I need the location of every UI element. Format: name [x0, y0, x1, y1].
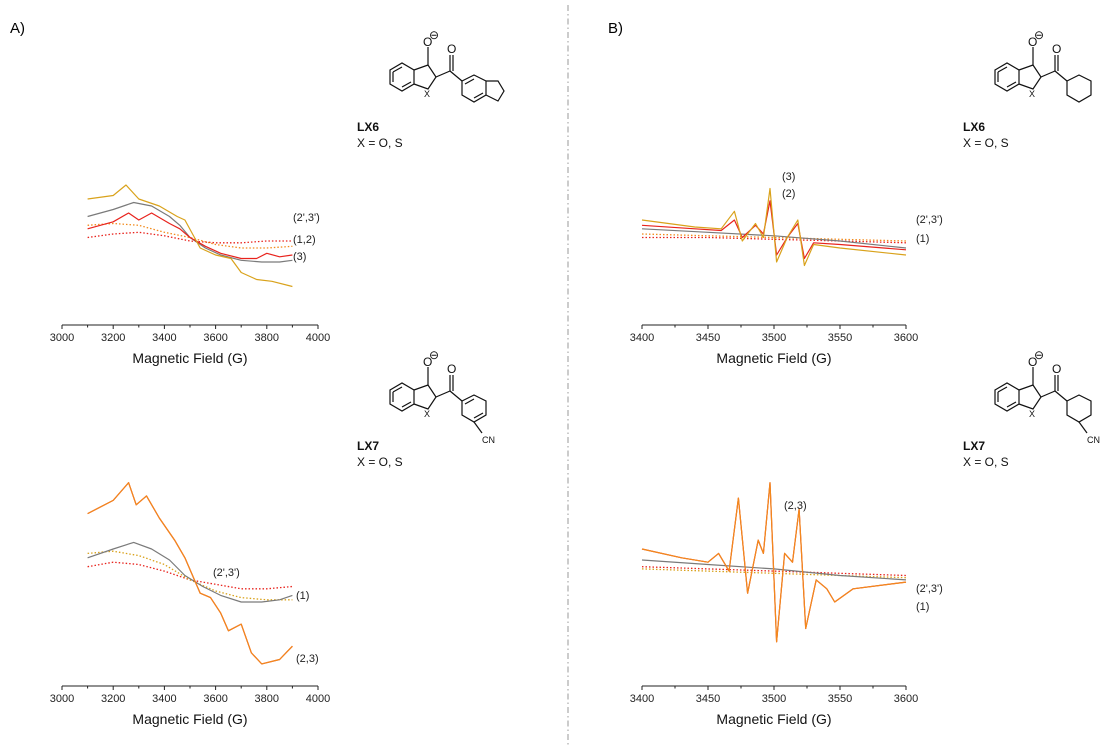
x-tick-label: 3400 — [152, 332, 176, 344]
mol-lx6-a-o2: O — [447, 42, 456, 56]
panel-label-b: B) — [608, 20, 623, 37]
mol-lx6-a-x: X — [424, 89, 430, 99]
x-tick-label: 3200 — [101, 693, 125, 705]
lx6-a-xdef: X = O, S — [357, 136, 403, 150]
x-axis-label: Magnetic Field (G) — [716, 350, 831, 366]
chart-b-lx7: 3400 3450 3500 3550 3600 Magnetic Field (G) (2… — [630, 482, 943, 727]
x-axis-label: Magnetic Field (G) — [716, 711, 831, 727]
mol-lx7-b-o2: O — [1052, 362, 1061, 376]
mol-lx6-b-charge: ⊖ — [1034, 28, 1044, 42]
lx7-b-code: LX7 — [963, 439, 985, 453]
mol-lx6-a-o1: O — [423, 35, 432, 49]
molecule-lx7-a: ⊖ O O X CN — [389, 348, 495, 445]
mol-lx7-a-charge: ⊖ — [429, 348, 439, 362]
panel-label-a: A) — [10, 20, 25, 37]
series-annotation: (2',3') — [916, 583, 943, 595]
series-annotation: (3) — [782, 171, 795, 183]
series-line-3 — [641, 187, 907, 267]
series-line-3 — [641, 482, 907, 643]
series-line-2 — [87, 212, 293, 260]
x-tick-label: 3200 — [101, 332, 125, 344]
molecule-lx7-b: ⊖ O O X CN — [994, 348, 1100, 445]
mol-lx7-b-o1: O — [1028, 355, 1037, 369]
x-axis-label: Magnetic Field (G) — [132, 711, 247, 727]
lx7-b-xdef: X = O, S — [963, 455, 1009, 469]
x-tick-label: 3400 — [152, 693, 176, 705]
chart-a-lx7: 3000 3200 3400 3600 3800 4000 Magnetic Field (… — [50, 482, 330, 727]
molecule-lx6-b: ⊖ O O X — [994, 28, 1092, 103]
lx7-a-code: LX7 — [357, 439, 379, 453]
x-tick-label: 3800 — [255, 332, 279, 344]
series-annotation: (1) — [296, 590, 309, 602]
series-line-2p — [87, 231, 293, 244]
series-annotation: (2',3') — [916, 214, 943, 226]
series-annotation: (1) — [916, 601, 929, 613]
x-tick-label: 3600 — [894, 332, 918, 344]
x-tick-label: 3500 — [762, 693, 786, 705]
mol-lx7-a-cn: CN — [482, 435, 495, 445]
series-line-2p — [87, 561, 293, 590]
series-annotation: (2) — [782, 188, 795, 200]
x-tick-label: 3800 — [255, 693, 279, 705]
mol-lx7-a-o2: O — [447, 362, 456, 376]
x-tick-label: 4000 — [306, 332, 330, 344]
mol-lx7-b-x: X — [1029, 409, 1035, 419]
molecule-lx6-a: ⊖ O O X — [389, 28, 505, 103]
series-line-2 — [641, 200, 907, 260]
lx6-b-xdef: X = O, S — [963, 136, 1009, 150]
mol-lx7-a-o1: O — [423, 355, 432, 369]
x-tick-label: 3600 — [203, 693, 227, 705]
x-tick-label: 3400 — [630, 332, 654, 344]
chart-b-lx6: 3400 3450 3500 3550 3600 Magnetic Field (G) (3… — [630, 171, 943, 366]
x-tick-label: 3000 — [50, 332, 74, 344]
x-tick-label: 3000 — [50, 693, 74, 705]
x-tick-label: 3600 — [894, 693, 918, 705]
lx6-b-code: LX6 — [963, 120, 985, 134]
mol-lx6-b-o2: O — [1052, 42, 1061, 56]
x-tick-label: 3600 — [203, 332, 227, 344]
series-line-2 — [87, 482, 293, 665]
x-tick-label: 3500 — [762, 332, 786, 344]
x-tick-label: 3550 — [828, 693, 852, 705]
series-line-3 — [87, 482, 293, 665]
series-annotation: (1) — [916, 233, 929, 245]
series-annotation: (2,3) — [784, 500, 807, 512]
lx7-a-xdef: X = O, S — [357, 455, 403, 469]
mol-lx7-b-cn: CN — [1087, 435, 1100, 445]
series-annotation: (3) — [293, 251, 306, 263]
x-tick-label: 3450 — [696, 693, 720, 705]
series-annotation: (2',3') — [213, 567, 240, 579]
series-line-1 — [87, 541, 293, 603]
series-line-3p — [87, 550, 293, 601]
chart-a-lx6: 3000 3200 3400 3600 3800 4000 Magnetic Field (… — [50, 184, 330, 366]
series-annotation: (2',3') — [293, 212, 320, 224]
x-tick-label: 3400 — [630, 693, 654, 705]
mol-lx6-a-charge: ⊖ — [429, 28, 439, 42]
series-annotation: (1,2) — [293, 234, 316, 246]
x-tick-label: 3450 — [696, 332, 720, 344]
lx6-a-code: LX6 — [357, 120, 379, 134]
mol-lx7-a-x: X — [424, 409, 430, 419]
series-line-3p — [87, 222, 293, 249]
series-line-1 — [87, 201, 293, 263]
mol-lx6-b-x: X — [1029, 89, 1035, 99]
series-line-3 — [87, 184, 293, 288]
x-tick-label: 3550 — [828, 332, 852, 344]
mol-lx7-b-charge: ⊖ — [1034, 348, 1044, 362]
x-axis-label: Magnetic Field (G) — [132, 350, 247, 366]
x-tick-label: 4000 — [306, 693, 330, 705]
mol-lx6-b-o1: O — [1028, 35, 1037, 49]
series-annotation: (2,3) — [296, 653, 319, 665]
